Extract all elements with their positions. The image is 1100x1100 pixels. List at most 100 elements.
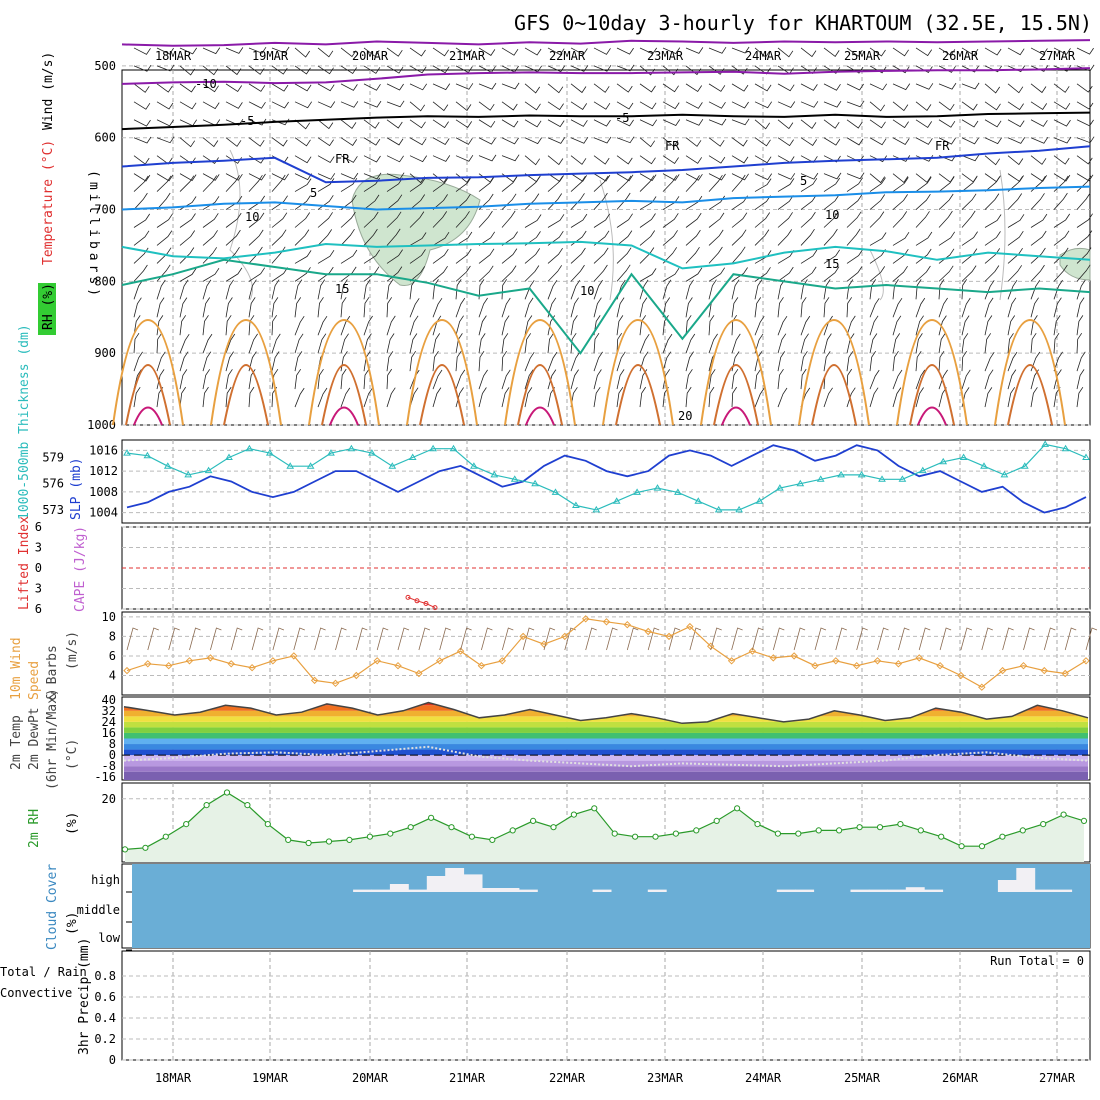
ylabel-wind10m: Speed xyxy=(27,661,42,700)
upper-wind-barb xyxy=(662,230,678,246)
upper-wind-barb xyxy=(432,297,443,318)
upper-wind-barb xyxy=(1030,264,1045,282)
upper-wind-barb xyxy=(685,351,694,372)
upper-wind-barb xyxy=(800,279,808,300)
upper-wind-barb xyxy=(823,228,838,246)
upper-wind-barb xyxy=(202,213,219,228)
upper-wind-barb xyxy=(938,248,955,264)
isotherm-loop xyxy=(112,318,184,426)
upper-wind-barb xyxy=(248,137,265,147)
upper-wind-barb xyxy=(915,248,932,264)
upper-wind-barb xyxy=(639,196,657,210)
surface-wind-barb xyxy=(835,627,847,651)
upper-wind-barb xyxy=(409,83,428,91)
upper-wind-barb xyxy=(731,137,748,147)
upper-wind-barb xyxy=(1076,155,1093,165)
upper-wind-barb xyxy=(892,211,908,228)
upper-wind-barb xyxy=(570,155,587,165)
upper-wind-barb xyxy=(685,175,700,192)
upper-wind-barb xyxy=(340,387,351,408)
upper-wind-barb xyxy=(1007,315,1016,336)
surface-wind-barb xyxy=(355,627,368,651)
upper-wind-barb xyxy=(961,210,976,228)
upper-wind-barb xyxy=(386,387,396,408)
upper-wind-barb xyxy=(133,279,143,300)
upper-wind-barb xyxy=(984,214,1002,228)
wind-tick: 4 xyxy=(109,668,116,682)
upper-wind-barb xyxy=(363,266,380,282)
upper-wind-barb xyxy=(662,119,681,127)
upper-wind-barb xyxy=(639,213,656,228)
upper-wind-barb xyxy=(708,174,723,192)
upper-wind-barb xyxy=(225,267,243,282)
upper-wind-barb xyxy=(570,279,581,300)
isotherm-loop xyxy=(517,363,563,426)
upper-wind-barb xyxy=(685,173,703,181)
li-tick: 6 xyxy=(35,520,42,534)
upper-wind-barb xyxy=(593,332,600,354)
upper-wind-barb xyxy=(294,137,311,147)
wind-marker xyxy=(581,615,590,623)
rh-marker xyxy=(958,843,965,850)
isotherm-loop xyxy=(329,406,359,426)
upper-wind-barb xyxy=(685,315,692,336)
upper-wind-barb xyxy=(892,265,908,282)
upper-wind-barb xyxy=(478,82,497,90)
upper-wind-barb xyxy=(961,333,969,354)
cloud-bar xyxy=(795,889,815,892)
upper-wind-barb xyxy=(961,265,977,282)
upper-wind-barb xyxy=(1076,297,1085,318)
cloud-level-label: low xyxy=(98,931,120,945)
upper-wind-barb xyxy=(386,315,396,336)
upper-wind-barb xyxy=(133,192,148,210)
upper-wind-barb xyxy=(133,230,150,246)
upper-wind-barb xyxy=(754,137,771,147)
contour-label: -5 xyxy=(240,114,254,128)
rh-marker xyxy=(387,830,394,837)
wind-marker xyxy=(915,654,923,662)
upper-wind-barb xyxy=(961,119,979,128)
upper-wind-barb xyxy=(1076,47,1094,55)
date-label-bottom: 27MAR xyxy=(1039,1071,1076,1085)
upper-wind-barb xyxy=(363,47,380,57)
upper-wind-barb xyxy=(593,175,609,192)
upper-wind-barb xyxy=(271,65,288,75)
panel6-ylabel: 2m RH xyxy=(27,809,42,848)
isotherm-loop xyxy=(713,363,759,426)
surface-wind-barb xyxy=(543,627,556,651)
wind-marker xyxy=(519,632,527,641)
pressure-tick: 800 xyxy=(94,274,116,288)
upper-wind-barb xyxy=(961,101,978,111)
upper-wind-barb xyxy=(317,101,336,109)
upper-wind-barb xyxy=(1007,265,1023,282)
upper-wind-barb xyxy=(731,351,740,372)
upper-wind-barb xyxy=(800,368,807,390)
rh-shading xyxy=(351,173,481,287)
upper-wind-barb xyxy=(616,230,633,246)
upper-wind-barb xyxy=(662,369,671,390)
upper-wind-barb xyxy=(938,369,948,390)
upper-wind-barb xyxy=(869,315,879,336)
upper-wind-barb xyxy=(478,176,495,192)
upper-wind-barb xyxy=(179,47,198,55)
upper-wind-barb xyxy=(248,101,266,109)
upper-wind-barb xyxy=(501,176,518,192)
upper-wind-barb xyxy=(294,83,312,92)
upper-wind-barb xyxy=(478,369,488,390)
upper-wind-barb xyxy=(248,369,256,390)
upper-wind-barb xyxy=(846,137,864,146)
upper-wind-barb xyxy=(846,387,856,408)
upper-wind-barb xyxy=(754,173,773,181)
upper-wind-barb xyxy=(547,193,563,210)
upper-wind-barb xyxy=(1076,315,1084,336)
upper-wind-barb xyxy=(823,119,840,129)
upper-wind-barb xyxy=(363,83,381,91)
upper-wind-barb xyxy=(869,279,877,300)
isotherm-loop xyxy=(525,406,555,426)
upper-wind-barb xyxy=(984,176,1001,192)
upper-wind-barb xyxy=(1007,119,1025,128)
upper-wind-barb xyxy=(754,368,762,390)
upper-wind-barb xyxy=(547,265,563,282)
upper-wind-barb xyxy=(133,175,149,192)
precip-tick: 0.2 xyxy=(94,1032,116,1046)
